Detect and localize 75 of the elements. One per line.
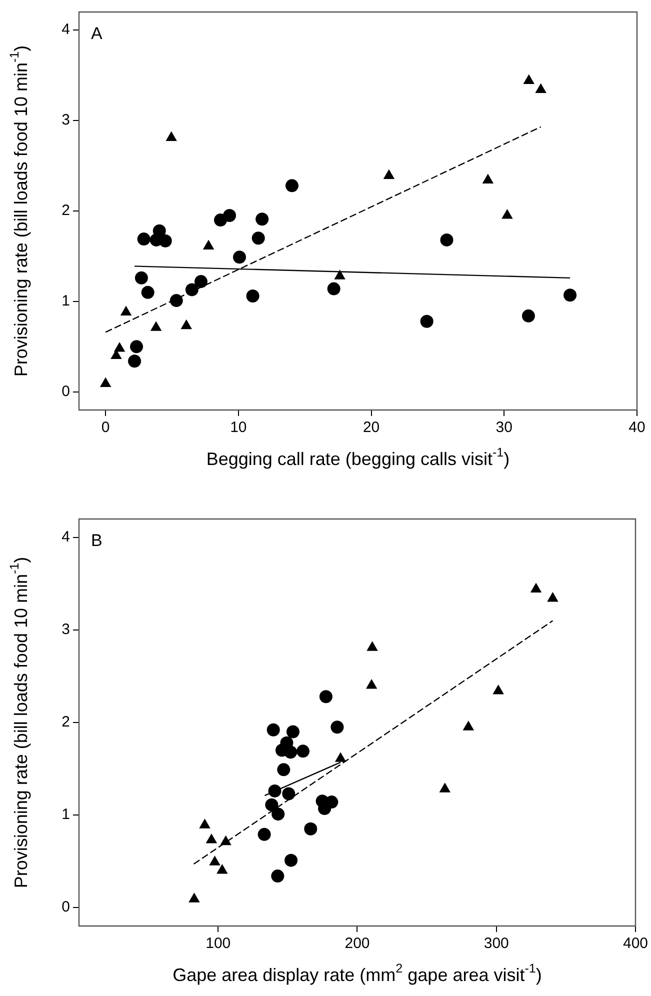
y-tick-label: 3 bbox=[62, 621, 70, 638]
x-tick-label: 100 bbox=[206, 935, 231, 952]
point bbox=[271, 870, 284, 883]
point bbox=[282, 787, 296, 800]
point bbox=[522, 309, 535, 322]
point bbox=[420, 314, 434, 328]
point bbox=[265, 798, 278, 812]
point bbox=[327, 282, 340, 296]
point bbox=[319, 690, 332, 704]
point bbox=[296, 744, 310, 758]
point bbox=[462, 720, 474, 730]
point bbox=[304, 822, 318, 836]
x-tick-label: 20 bbox=[362, 419, 380, 436]
point bbox=[492, 684, 504, 694]
x-tick-label: 40 bbox=[628, 419, 646, 436]
y-tick-label: 2 bbox=[62, 202, 70, 220]
point bbox=[547, 592, 558, 602]
point bbox=[366, 641, 378, 651]
point bbox=[252, 232, 265, 245]
text: A bbox=[91, 24, 103, 44]
point bbox=[166, 131, 177, 141]
text: B bbox=[91, 531, 102, 550]
point bbox=[535, 83, 546, 94]
y-tick-label: 0 bbox=[62, 383, 70, 400]
point bbox=[128, 354, 142, 368]
point bbox=[137, 232, 150, 246]
y-tick-label: 1 bbox=[62, 806, 70, 824]
point bbox=[185, 283, 198, 296]
y-tick-label: 0 bbox=[62, 898, 70, 916]
point bbox=[334, 752, 346, 762]
point bbox=[134, 271, 148, 284]
point bbox=[325, 796, 338, 809]
point bbox=[266, 723, 280, 736]
y-tick-label: 3 bbox=[62, 112, 70, 129]
y-tick-label: 2 bbox=[62, 714, 70, 731]
y-tick-label: 1 bbox=[62, 292, 70, 310]
point bbox=[277, 763, 290, 776]
x-tick-label: 10 bbox=[230, 419, 247, 436]
point bbox=[330, 720, 344, 734]
point bbox=[202, 240, 214, 250]
point bbox=[130, 340, 144, 354]
point bbox=[502, 209, 513, 219]
x-tick-label: 400 bbox=[622, 935, 648, 952]
x-tick-label: 0 bbox=[101, 419, 110, 436]
point bbox=[440, 233, 454, 246]
point bbox=[141, 286, 154, 299]
point bbox=[383, 169, 395, 179]
point bbox=[286, 725, 300, 738]
point bbox=[256, 212, 269, 226]
point bbox=[194, 275, 208, 288]
x-tick-label: 30 bbox=[496, 419, 512, 436]
point bbox=[232, 250, 246, 264]
point bbox=[170, 294, 183, 308]
point bbox=[530, 582, 542, 593]
point bbox=[285, 179, 298, 192]
point bbox=[246, 290, 260, 303]
y-tick-label: 4 bbox=[62, 21, 70, 38]
point bbox=[366, 679, 378, 689]
point bbox=[334, 270, 346, 280]
point bbox=[482, 174, 494, 184]
point bbox=[523, 74, 534, 84]
y-axis-title: Provisioning rate (bill loads food 10 min-1) bbox=[7, 556, 31, 888]
x-tick-label: 300 bbox=[484, 935, 509, 952]
point bbox=[439, 782, 451, 792]
y-axis-title: Provisioning rate (bill loads food 10 min-1) bbox=[7, 45, 31, 377]
point bbox=[284, 854, 298, 867]
point bbox=[272, 808, 285, 821]
point bbox=[158, 234, 172, 248]
point bbox=[564, 288, 577, 302]
point bbox=[268, 784, 282, 798]
x-tick-label: 200 bbox=[344, 935, 370, 952]
point bbox=[223, 209, 236, 222]
point bbox=[258, 828, 271, 841]
y-tick-label: 4 bbox=[62, 528, 70, 546]
point bbox=[284, 746, 298, 759]
